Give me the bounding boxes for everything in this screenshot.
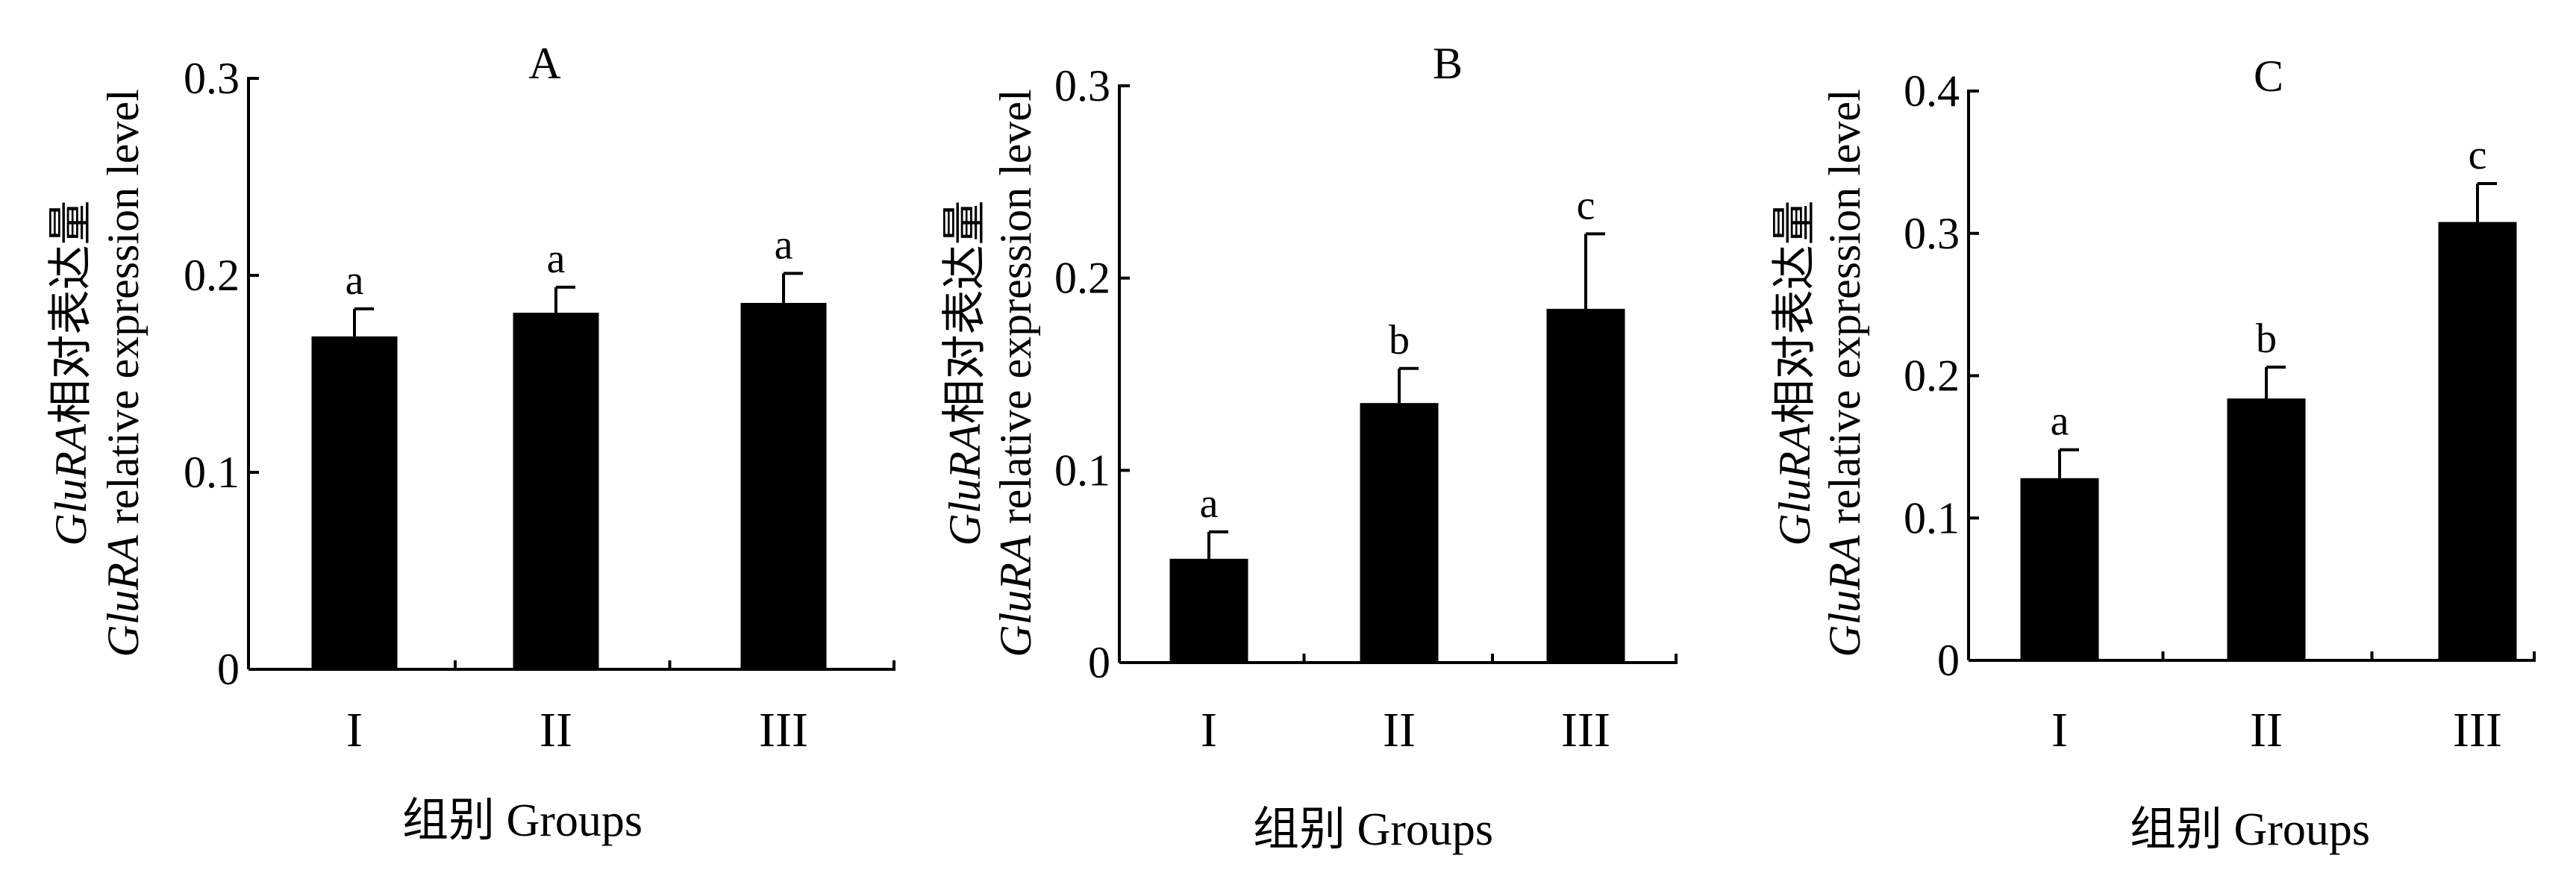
significance-label: b [2256,316,2277,362]
category-label: I [346,703,363,757]
bar-ii [1360,403,1439,663]
y-title-gene: GluRA [940,424,990,546]
x-axis-title: 组别 Groups [1253,804,1493,855]
significance-label: a [775,222,793,268]
significance-label: b [1389,317,1410,363]
y-title-text: relative expression level [99,89,148,535]
y-title-text: relative expression level [991,89,1040,535]
y-tick-label: 0.3 [1054,61,1110,110]
y-tick-label: 0.4 [1904,66,1960,116]
significance-label: a [346,257,364,304]
y-axis-title-cn: GluRA相对表达量 [1770,200,1819,545]
bar-iii [1546,308,1625,663]
bar-i [311,336,398,669]
significance-label: a [547,236,566,282]
y-title-gene: GluRA [991,535,1040,657]
y-title-text: 相对表达量 [46,200,96,424]
panel-title: C [2254,51,2283,101]
y-axis-title-en: GluRA relative expression level [1820,89,1869,657]
y-tick-label: 0.1 [184,448,240,497]
bar-iii [740,302,827,669]
y-tick-label: 0.2 [1904,351,1960,401]
significance-label: a [2051,398,2069,445]
y-axis-title-en: GluRA relative expression level [991,89,1040,657]
bar-i [2020,478,2099,660]
category-label: II [1383,703,1416,757]
bar-ii [513,313,599,669]
y-title-gene: GluRA [1770,424,1819,546]
category-label: III [2453,703,2502,757]
panel-title: A [528,39,560,88]
bar-iii [2438,222,2517,660]
significance-label: a [1200,481,1219,527]
y-tick-label: 0.3 [184,54,240,103]
y-axis-title-en: GluRA relative expression level [99,89,148,657]
y-tick-label: 0.1 [1054,445,1110,495]
category-label: I [1201,703,1217,757]
y-title-gene: GluRA [46,424,96,546]
category-label: I [2051,703,2068,757]
y-title-text: 相对表达量 [940,200,990,424]
category-label: III [759,703,808,757]
y-axis-title-cn: GluRA相对表达量 [46,200,96,545]
x-axis-title: 组别 Groups [2130,804,2370,855]
y-title-text: relative expression level [1820,89,1869,535]
category-label: II [540,703,572,757]
category-label: II [2250,703,2283,757]
y-tick-label: 0.3 [1904,209,1960,258]
bar-ii [2227,398,2306,660]
y-title-gene: GluRA [1820,535,1869,657]
bar-i [1169,558,1248,663]
y-tick-label: 0 [1088,638,1110,687]
panel-title: B [1433,39,1463,88]
y-tick-label: 0.2 [184,251,240,300]
x-axis-title: 组别 Groups [402,795,643,846]
category-label: III [1561,703,1610,757]
y-axis-title-cn: GluRA相对表达量 [940,200,990,545]
significance-label: c [1577,182,1595,228]
y-tick-label: 0.1 [1904,493,1960,542]
y-tick-label: 0 [1937,636,1960,685]
y-title-text: 相对表达量 [1770,200,1819,424]
y-tick-label: 0 [217,645,240,694]
y-title-gene: GluRA [99,535,148,657]
significance-label: c [2469,132,2487,178]
y-tick-label: 0.2 [1054,254,1110,303]
